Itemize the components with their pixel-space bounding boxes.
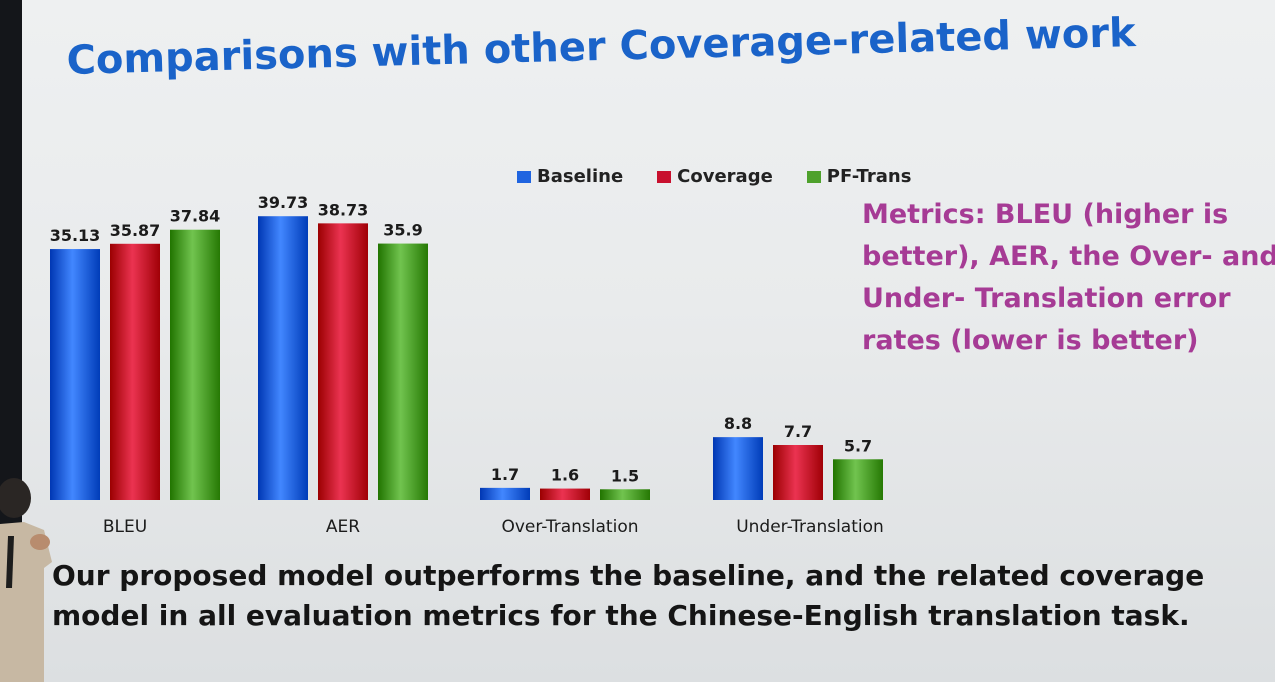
- legend-swatch-baseline: [517, 170, 531, 183]
- data-label-aer-pf-trans: 35.9: [383, 221, 422, 240]
- bar-bleu-baseline: [50, 249, 100, 500]
- data-label-bleu-baseline: 35.13: [50, 226, 101, 245]
- data-label-under-translation-baseline: 8.8: [724, 414, 752, 433]
- bar-under-translation-pf-trans: [833, 459, 883, 500]
- chart-legend: Baseline Coverage PF-Trans: [517, 166, 911, 187]
- bar-over-translation-baseline: [480, 487, 530, 500]
- bar-over-translation-pf-trans: [600, 489, 650, 500]
- legend-label-coverage: Coverage: [677, 166, 773, 187]
- category-label-aer: AER: [326, 517, 360, 537]
- metrics-note: Metrics: BLEU (higher is better), AER, t…: [862, 199, 1275, 356]
- bar-aer-coverage: [318, 223, 368, 500]
- bar-under-translation-coverage: [773, 445, 823, 500]
- data-label-over-translation-baseline: 1.7: [491, 465, 519, 484]
- category-label-bleu: BLEU: [103, 517, 147, 537]
- bar-bleu-pf-trans: [170, 229, 220, 500]
- legend-item-baseline: Baseline: [517, 166, 623, 187]
- legend-label-pf-trans: PF-Trans: [826, 166, 912, 187]
- bar-over-translation-coverage: [540, 488, 590, 500]
- bar-bleu-coverage: [110, 243, 160, 501]
- data-label-aer-baseline: 39.73: [258, 193, 309, 212]
- data-label-under-translation-pf-trans: 5.7: [844, 436, 872, 455]
- bar-aer-pf-trans: [378, 243, 428, 501]
- data-label-bleu-coverage: 35.87: [110, 221, 161, 240]
- legend-item-coverage: Coverage: [657, 166, 773, 187]
- bar-under-translation-baseline: [713, 437, 763, 500]
- category-label-over-translation: Over-Translation: [501, 517, 638, 537]
- data-label-under-translation-coverage: 7.7: [784, 422, 812, 441]
- conclusion-text: Our proposed model outperforms the basel…: [52, 559, 1205, 632]
- data-label-over-translation-coverage: 1.6: [551, 466, 579, 485]
- legend-label-baseline: Baseline: [537, 166, 624, 187]
- presenter-figure: [0, 478, 52, 682]
- legend-swatch-coverage: [657, 170, 672, 183]
- slide-screen: Comparisons with other Coverage-related …: [22, 0, 1275, 682]
- category-label-under-translation: Under-Translation: [736, 517, 884, 537]
- legend-item-pf-trans: PF-Trans: [806, 166, 912, 187]
- data-label-over-translation-pf-trans: 1.5: [611, 466, 639, 485]
- legend-swatch-pf-trans: [806, 170, 821, 183]
- data-label-aer-coverage: 38.73: [318, 200, 369, 219]
- data-label-bleu-pf-trans: 37.84: [170, 207, 221, 226]
- bar-aer-baseline: [258, 216, 308, 500]
